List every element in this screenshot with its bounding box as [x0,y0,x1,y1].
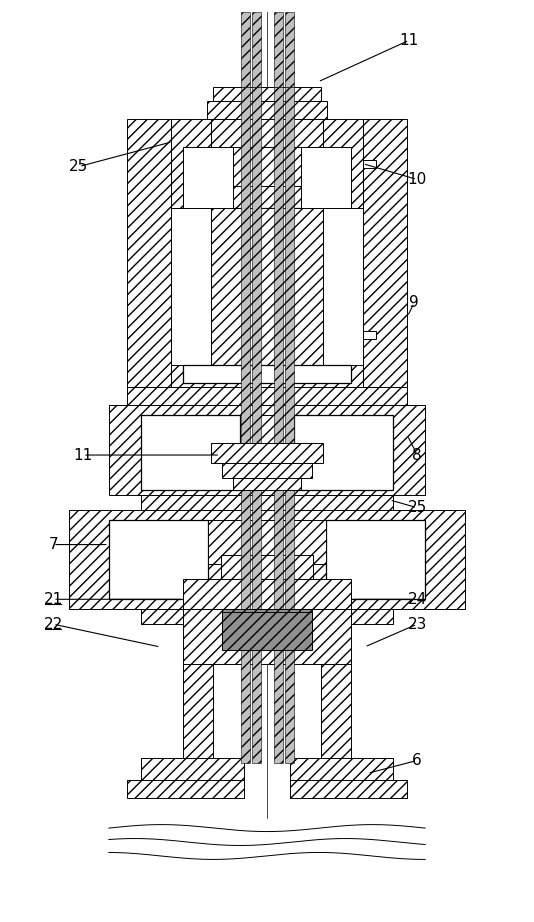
Bar [213,87,321,100]
Bar [140,759,244,780]
Bar [240,415,294,470]
Bar [140,495,394,510]
Bar [171,119,211,208]
Bar [241,12,250,87]
Bar [211,443,323,463]
Bar [109,406,425,495]
Text: 6: 6 [412,753,422,768]
Bar [184,365,350,384]
Bar [184,169,331,208]
Text: 10: 10 [407,172,427,187]
Bar [222,609,312,649]
Bar [326,520,425,599]
Text: 11: 11 [73,447,92,463]
Bar [252,12,261,87]
Bar [109,520,208,599]
Bar [301,147,350,208]
Bar [321,664,350,768]
Bar [171,208,211,387]
Text: 23: 23 [407,617,427,632]
Bar [211,208,323,387]
Bar [222,612,312,650]
Bar [363,160,376,168]
Bar [363,331,376,338]
Bar [140,609,394,624]
Text: 21: 21 [43,592,62,607]
Bar [294,415,394,490]
Bar [285,87,294,763]
Bar [184,609,350,664]
Bar [171,169,343,208]
Text: 24: 24 [407,592,427,607]
Bar [285,12,294,87]
Bar [274,87,283,763]
Text: 22: 22 [43,617,62,632]
Text: 11: 11 [399,32,419,48]
Bar [363,119,407,387]
Bar [184,579,350,609]
Bar [252,87,261,763]
Bar [290,780,407,798]
Bar [127,780,244,798]
Bar [140,415,240,490]
Bar [127,119,171,387]
Bar [274,12,283,87]
Bar [323,208,363,387]
Bar [290,759,394,780]
Text: 25: 25 [407,501,427,515]
Text: 7: 7 [48,537,58,552]
Bar [171,365,363,387]
Bar [208,520,326,564]
Bar [221,554,313,585]
Text: 9: 9 [410,295,419,311]
Bar [241,87,250,763]
Bar [127,387,407,406]
Text: 8: 8 [412,447,422,463]
Bar [211,147,323,186]
Bar [222,463,312,478]
Text: 25: 25 [69,159,89,174]
Bar [69,510,465,609]
Bar [233,478,301,490]
Bar [323,119,363,208]
Bar [184,147,233,208]
Bar [207,100,327,119]
Bar [184,664,213,768]
Bar [211,119,323,169]
